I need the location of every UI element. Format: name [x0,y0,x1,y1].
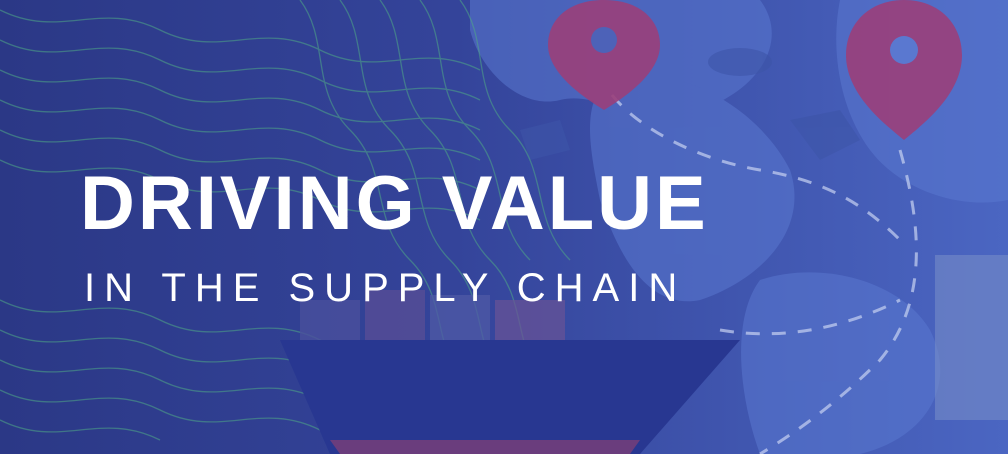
banner-subtitle: IN THE SUPPLY CHAIN [84,266,687,310]
cargo-ship-icon [280,290,740,454]
location-pin-icon [548,0,962,140]
banner-title: DRIVING VALUE [80,161,709,246]
